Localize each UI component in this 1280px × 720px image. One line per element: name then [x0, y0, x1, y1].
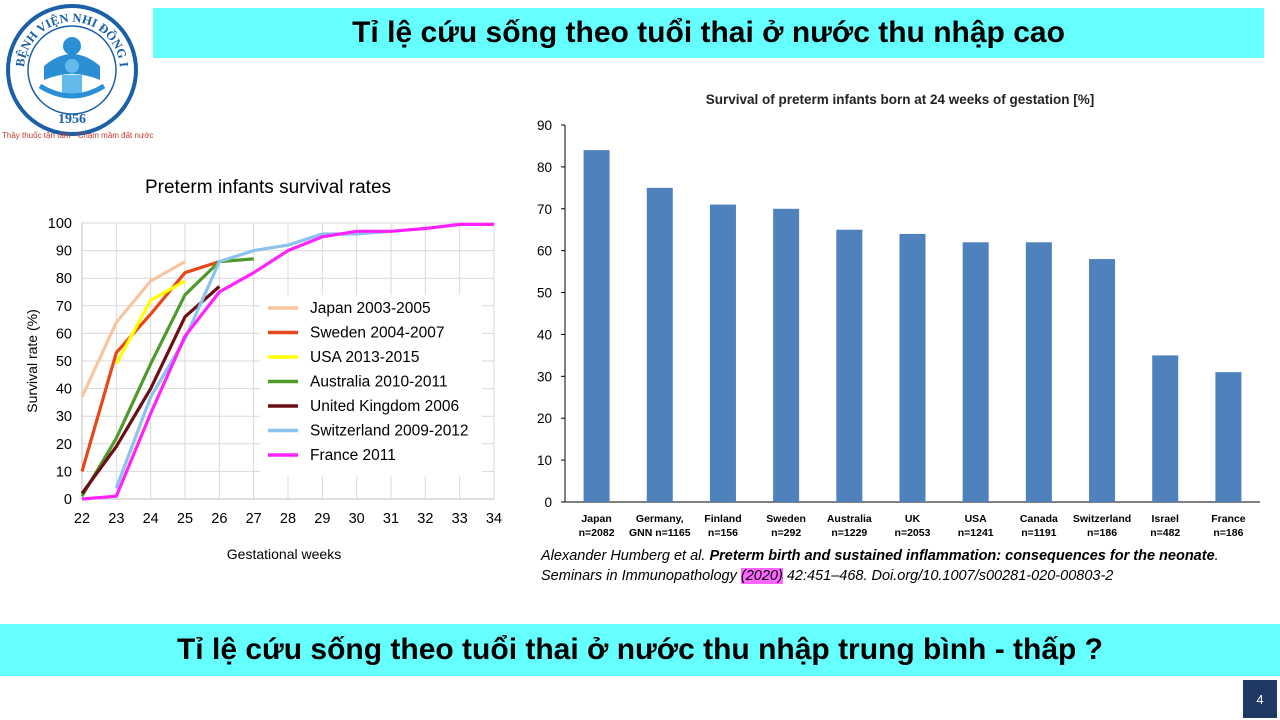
x-tick-sublabel: n=2053 [895, 527, 931, 539]
logo-slogan: Thầy thuốc tận tâm - Chạm mầm đất nước [2, 131, 154, 140]
x-tick-label: 26 [211, 511, 227, 527]
y-tick-label: 20 [56, 437, 72, 453]
x-axis-label: Gestational weeks [227, 546, 341, 562]
legend-label: United Kingdom 2006 [310, 398, 459, 415]
x-tick-label: UK [905, 513, 921, 525]
citation-journal: . Seminars in Immunopathology [541, 548, 1219, 584]
x-tick-sublabel: n=1191 [1021, 527, 1056, 539]
y-tick-label: 40 [537, 327, 552, 342]
x-tick-label: Sweden [766, 513, 806, 525]
legend-label: France 2011 [310, 447, 396, 464]
y-tick-label: 20 [537, 411, 552, 426]
hospital-logo: BỆNH VIỆN NHI ĐỒNG I 1956 [6, 4, 138, 136]
logo-year: 1956 [58, 112, 86, 127]
x-tick-label: Switzerland [1073, 513, 1131, 525]
question-banner: Tỉ lệ cứu sống theo tuổi thai ở nước thu… [0, 624, 1280, 676]
y-tick-label: 30 [537, 369, 552, 384]
x-tick-sublabel: n=1229 [831, 527, 867, 539]
bar-chart-title: Survival of preterm infants born at 24 w… [706, 92, 1095, 107]
x-tick-label: Germany, [636, 513, 684, 525]
x-tick-sublabel: n=186 [1213, 527, 1243, 539]
series-line [80, 260, 186, 398]
bar [709, 204, 736, 502]
x-tick-label: Israel [1152, 513, 1180, 525]
bar-chart: Survival of preterm infants born at 24 w… [537, 92, 1260, 539]
x-tick-label: 29 [314, 511, 330, 527]
y-axis-label: Survival rate (%) [24, 309, 40, 412]
x-tick-sublabel: n=1241 [958, 527, 994, 539]
y-tick-label: 40 [56, 382, 72, 398]
line-chart-title: Preterm infants survival rates [145, 177, 391, 198]
bar [1215, 372, 1242, 502]
y-tick-label: 30 [56, 409, 72, 425]
x-tick-label: Canada [1020, 513, 1058, 525]
mother-child-icon [38, 37, 106, 99]
x-tick-label: France [1211, 513, 1246, 525]
x-tick-sublabel: n=482 [1150, 527, 1180, 539]
bar [1152, 355, 1179, 502]
legend-box [260, 295, 482, 477]
y-tick-label: 60 [56, 326, 72, 342]
y-tick-label: 0 [64, 492, 72, 508]
x-tick-label: 22 [74, 511, 90, 527]
x-tick-label: 33 [452, 511, 468, 527]
citation-title: Preterm birth and sustained inflammation… [709, 548, 1215, 564]
x-tick-label: 32 [417, 511, 433, 527]
bar [1025, 242, 1052, 503]
x-tick-label: Japan [581, 513, 611, 525]
slide-title: Tỉ lệ cứu sống theo tuổi thai ở nước thu… [153, 8, 1264, 58]
x-tick-label: 30 [349, 511, 365, 527]
y-tick-label: 90 [537, 118, 552, 133]
citation: Alexander Humberg et al. Preterm birth a… [541, 546, 1241, 586]
x-tick-label: 24 [143, 511, 159, 527]
series-line [80, 260, 220, 472]
y-tick-label: 100 [48, 216, 72, 232]
series-line [80, 285, 221, 495]
x-tick-label: 23 [108, 511, 124, 527]
x-tick-label: 28 [280, 511, 296, 527]
legend-label: Sweden 2004-2007 [310, 325, 444, 342]
y-tick-label: 60 [537, 244, 552, 259]
x-tick-label: USA [965, 513, 988, 525]
line-chart: Preterm infants survival rates 0 10 20 30 40 5… [24, 177, 502, 562]
citation-rest: 42:451–468. Doi.org/10.1007/s00281-020-0… [782, 568, 1114, 584]
x-tick-sublabel: GNN n=1165 [629, 527, 691, 539]
y-tick-label: 80 [537, 160, 552, 175]
y-tick-label: 70 [537, 202, 552, 217]
y-tick-label: 50 [537, 286, 552, 301]
y-tick-label: 10 [56, 464, 72, 480]
x-tick-label: Australia [827, 513, 872, 525]
citation-authors: Alexander Humberg et al. [541, 548, 710, 564]
legend-label: Switzerland 2009-2012 [310, 423, 469, 440]
bar [836, 229, 863, 502]
legend-label: Japan 2003-2005 [310, 300, 431, 317]
y-tick-label: 0 [544, 495, 552, 510]
y-tick-label: 70 [56, 299, 72, 315]
bar [1089, 259, 1116, 502]
bar [899, 233, 926, 502]
citation-year: (2020) [740, 568, 783, 584]
x-tick-label: 27 [246, 511, 262, 527]
x-tick-label: 34 [486, 511, 502, 527]
y-tick-label: 10 [537, 453, 552, 468]
x-tick-sublabel: n=156 [708, 527, 738, 539]
x-tick-sublabel: n=2082 [579, 527, 615, 539]
legend-label: Australia 2010-2011 [310, 374, 448, 391]
bar [646, 187, 673, 502]
bar [962, 242, 989, 503]
x-tick-label: 31 [383, 511, 399, 527]
series-line [114, 279, 186, 365]
x-tick-label: Finland [704, 513, 741, 525]
page-number: 4 [1243, 680, 1277, 718]
x-tick-sublabel: n=186 [1087, 527, 1117, 539]
bar [773, 208, 800, 502]
bar [583, 150, 610, 502]
x-tick-label: 25 [177, 511, 193, 527]
y-tick-label: 80 [56, 271, 72, 287]
legend-label: USA 2013-2015 [310, 349, 419, 366]
y-tick-label: 50 [56, 354, 72, 370]
x-tick-sublabel: n=292 [771, 527, 801, 539]
series-line [81, 222, 494, 501]
y-tick-label: 90 [56, 244, 72, 260]
